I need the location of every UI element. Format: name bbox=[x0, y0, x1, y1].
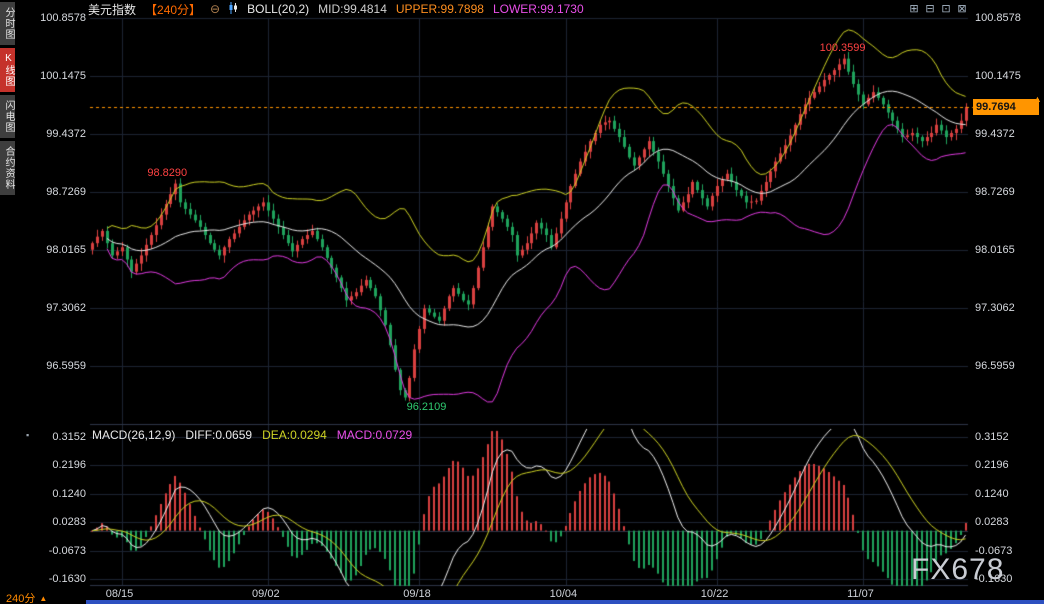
annotation-low-price: 96.2109 bbox=[406, 401, 447, 414]
price-axis-right: 100.8578 100.1475 99.4372 98.7269 98.0165 97.… bbox=[975, 0, 1039, 604]
boll-label: BOLL(20,2) bbox=[247, 2, 310, 16]
timeframe-label: 【240分】 bbox=[145, 2, 202, 17]
macd-axis-label: 0.0283 bbox=[52, 516, 86, 529]
macd-axis-label: 0.0283 bbox=[975, 516, 1009, 529]
macd-axis-right: 0.3152 0.2196 0.1240 0.0283 -0.0673 -0.1630 bbox=[975, 0, 1039, 604]
macd-axis-label: 0.1240 bbox=[975, 487, 1009, 500]
instrument-title: 美元指数 bbox=[88, 2, 137, 17]
y-axis-label: 100.8578 bbox=[975, 12, 1021, 24]
up-triangle-icon: ▲ bbox=[39, 593, 48, 603]
macd-label: MACD(26,12,9) bbox=[92, 428, 176, 442]
annotation-high-price: 100.3599 bbox=[819, 41, 866, 54]
macd-axis-label: 0.2196 bbox=[52, 459, 86, 472]
chart-header: 美元指数 【240分】 ⊖ BOLL(20,2) MID:99.4814 UPP… bbox=[88, 1, 584, 17]
boll-upper-value: UPPER:99.7898 bbox=[395, 2, 484, 16]
sidebar-item-contract-info[interactable]: 合约资料 bbox=[0, 141, 15, 195]
bottom-scrollbar[interactable] bbox=[86, 600, 1044, 604]
x-axis-label: 08/15 bbox=[105, 588, 134, 600]
window-pane-icon[interactable]: ⊡ bbox=[941, 3, 951, 15]
watermark: FX678 bbox=[911, 553, 1005, 586]
y-axis-label: 98.0165 bbox=[975, 244, 1015, 256]
annotation-early-high: 98.8290 bbox=[147, 166, 188, 179]
price-up-arrow-icon: ▲ bbox=[1033, 93, 1042, 104]
y-axis-label: 100.1475 bbox=[40, 70, 86, 82]
x-axis-label: 09/18 bbox=[403, 588, 431, 600]
sidebar-item-time-chart[interactable]: 分时图 bbox=[0, 2, 15, 45]
x-axis-label: 10/22 bbox=[700, 588, 729, 600]
macd-panel-icon[interactable]: ▪ bbox=[26, 430, 30, 440]
boll-lower-value: LOWER:99.1730 bbox=[492, 2, 584, 16]
macd-axis-label: 0.3152 bbox=[975, 431, 1009, 443]
y-axis-label: 98.7269 bbox=[46, 186, 86, 198]
y-axis-label: 96.5959 bbox=[46, 360, 86, 372]
macd-axis-label: 0.1240 bbox=[52, 487, 86, 500]
macd-diff-value: DIFF:0.0659 bbox=[185, 428, 253, 442]
window-grid-icon[interactable]: ⊞ bbox=[909, 3, 919, 15]
window-popout-icon[interactable]: ⊠ bbox=[957, 3, 967, 15]
y-axis-label: 97.3062 bbox=[46, 302, 86, 314]
price-axis-left: 100.8578 100.1475 99.4372 98.7269 98.0165 97.… bbox=[22, 0, 86, 604]
y-axis-label: 96.5959 bbox=[975, 360, 1015, 372]
x-axis-labels: 08/15 09/02 09/18 10/04 10/22 11/07 bbox=[0, 588, 1044, 602]
macd-axis-left: 0.3152 0.2196 0.1240 0.0283 -0.0673 -0.1630 bbox=[22, 0, 86, 604]
macd-axis-label: -0.0673 bbox=[975, 544, 1013, 557]
y-axis-label: 98.7269 bbox=[975, 186, 1015, 198]
y-axis-label: 97.3062 bbox=[975, 302, 1015, 314]
macd-axis-label: 0.3152 bbox=[52, 431, 86, 443]
sidebar-item-kline-chart[interactable]: K线图 bbox=[0, 48, 15, 92]
y-axis-label: 99.4372 bbox=[975, 128, 1015, 140]
current-price-tag: 99.7694 bbox=[973, 98, 1039, 115]
sidebar: 分时图 K线图 闪电图 合约资料 bbox=[0, 0, 15, 604]
macd-header: MACD(26,12,9) DIFF:0.0659 DEA:0.0294 MAC… bbox=[92, 428, 412, 442]
window-controls: ⊞ ⊟ ⊡ ⊠ bbox=[908, 3, 968, 15]
boll-mid-value: MID:99.4814 bbox=[318, 2, 387, 16]
window-split-icon[interactable]: ⊟ bbox=[925, 3, 935, 15]
y-axis-label: 99.4372 bbox=[46, 128, 86, 140]
y-axis-label: 98.0165 bbox=[46, 244, 86, 256]
sidebar-item-flash-chart[interactable]: 闪电图 bbox=[0, 95, 15, 138]
x-axis-label: 11/07 bbox=[847, 588, 874, 600]
y-axis-label: 100.8578 bbox=[40, 12, 86, 24]
timeframe-selector-label: 240分 bbox=[6, 593, 36, 604]
candlestick-icon bbox=[229, 1, 238, 17]
timeframe-selector[interactable]: 240分 ▲ bbox=[6, 590, 47, 604]
macd-hist-value: MACD:0.0729 bbox=[336, 428, 413, 442]
macd-axis-label: 0.2196 bbox=[975, 459, 1009, 472]
x-axis-label: 10/04 bbox=[549, 588, 578, 600]
y-axis-label: 100.1475 bbox=[975, 70, 1021, 82]
macd-axis-label: -0.1630 bbox=[975, 573, 1013, 585]
zoom-out-icon[interactable]: ⊖ bbox=[210, 2, 221, 16]
macd-axis-label: -0.1630 bbox=[48, 573, 86, 585]
macd-axis-label: -0.0673 bbox=[48, 544, 86, 557]
macd-dea-value: DEA:0.0294 bbox=[262, 428, 327, 442]
x-axis-label: 09/02 bbox=[252, 588, 280, 600]
